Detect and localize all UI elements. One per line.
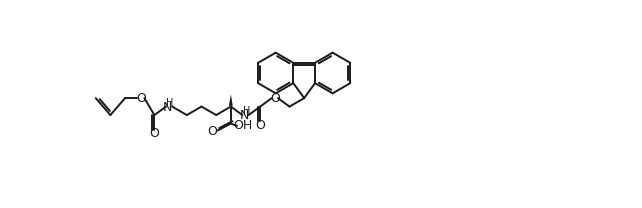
Text: N: N — [239, 109, 248, 122]
Polygon shape — [229, 94, 233, 106]
Text: H: H — [243, 106, 250, 116]
Text: O: O — [256, 119, 265, 132]
Text: O: O — [270, 92, 280, 105]
Text: N: N — [163, 101, 172, 114]
Text: O: O — [150, 127, 159, 140]
Text: O: O — [136, 92, 146, 105]
Text: O: O — [207, 125, 217, 139]
Text: OH: OH — [234, 119, 253, 132]
Text: H: H — [166, 98, 173, 108]
